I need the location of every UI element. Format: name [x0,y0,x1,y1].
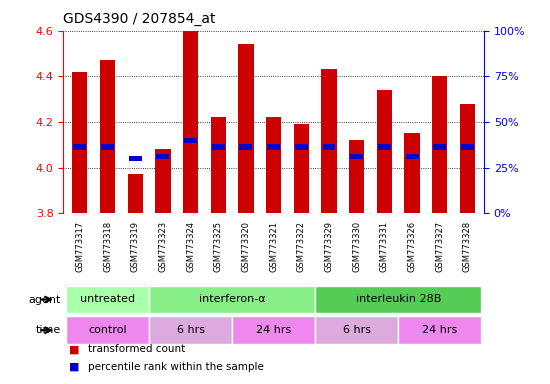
Bar [156,154,169,159]
Bar [315,316,398,344]
Bar [149,316,232,344]
Bar [294,124,309,213]
Bar [66,286,149,313]
Bar [128,174,143,213]
Bar [295,144,308,149]
Bar [155,149,170,213]
Bar [66,316,149,344]
Text: 24 hrs: 24 hrs [422,324,458,334]
Bar [377,90,392,213]
Bar [212,144,225,149]
Bar [232,316,315,344]
Text: agent: agent [28,295,60,305]
Bar [398,316,481,344]
Bar [101,144,114,149]
Bar [349,140,364,213]
Text: 24 hrs: 24 hrs [256,324,292,334]
Bar [432,76,447,213]
Bar [129,156,142,161]
Bar [378,144,391,149]
Bar [184,137,197,143]
Bar [321,70,337,213]
Text: GDS4390 / 207854_at: GDS4390 / 207854_at [63,12,216,25]
Bar [183,31,198,213]
Bar [267,144,280,149]
Bar [73,144,86,149]
Bar [461,144,474,149]
Text: untreated: untreated [80,294,135,304]
Bar [266,118,281,213]
Bar [350,154,363,159]
Text: ■: ■ [69,362,79,372]
Bar [433,144,446,149]
Text: interferon-α: interferon-α [199,294,266,304]
Bar [315,286,481,313]
Bar [149,286,315,313]
Bar [100,60,115,213]
Text: 6 hrs: 6 hrs [177,324,205,334]
Text: ■: ■ [69,344,79,354]
Bar [405,154,419,159]
Text: time: time [35,325,60,335]
Text: 6 hrs: 6 hrs [343,324,371,334]
Bar [238,45,254,213]
Bar [460,104,475,213]
Text: percentile rank within the sample: percentile rank within the sample [88,362,264,372]
Text: transformed count: transformed count [88,344,185,354]
Bar [72,72,87,213]
Bar [322,144,335,149]
Bar [239,144,252,149]
Bar [404,133,420,213]
Text: interleukin 28B: interleukin 28B [355,294,441,304]
Text: control: control [88,324,127,334]
Bar [211,118,226,213]
